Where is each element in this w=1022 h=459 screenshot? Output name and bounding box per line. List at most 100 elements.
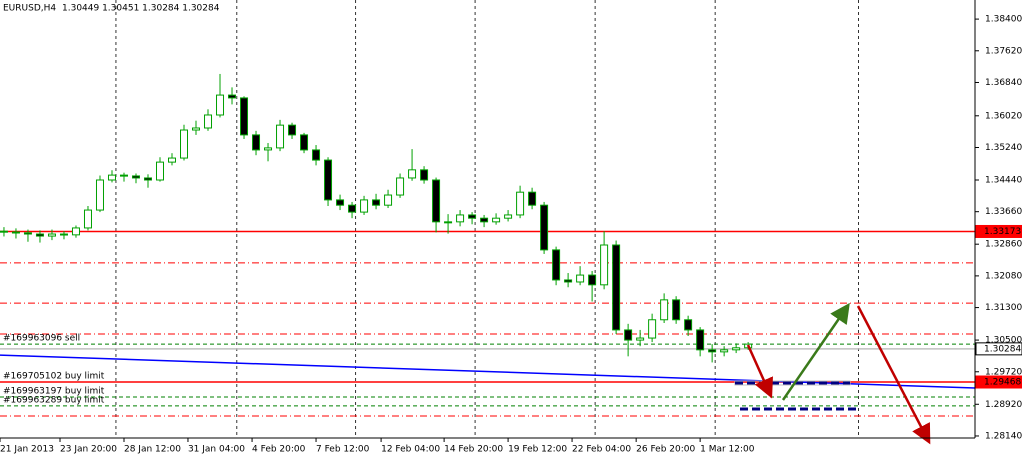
y-tick-label: 1.36840 xyxy=(985,78,1022,88)
candle-body xyxy=(552,249,561,281)
candle-body xyxy=(624,329,633,341)
candle-body xyxy=(143,177,152,181)
y-tick-label: 1.28920 xyxy=(985,400,1022,410)
candle-body xyxy=(83,209,92,229)
candle-body xyxy=(372,199,381,206)
candle-body xyxy=(360,199,369,213)
y-tick-label: 1.31300 xyxy=(985,303,1022,313)
candle-body xyxy=(300,134,309,151)
order-label: #169963289 buy limit xyxy=(3,395,105,405)
y-tick-label: 1.32080 xyxy=(985,271,1022,281)
candle-body xyxy=(155,161,164,181)
y-tick-label: 1.34440 xyxy=(985,175,1022,185)
price-box-label: 1.33173 xyxy=(984,227,1021,237)
quote: 1.30449 1.30451 1.30284 1.30284 xyxy=(62,4,220,14)
x-tick-label: 21 Jan 2013 xyxy=(0,445,54,455)
x-tick-label: 19 Feb 12:00 xyxy=(508,445,567,455)
candle-body xyxy=(0,230,8,233)
arrow xyxy=(856,305,931,445)
drawings xyxy=(734,302,931,445)
candle-body xyxy=(348,204,357,213)
candle-body xyxy=(696,329,705,351)
candle-body xyxy=(588,274,597,286)
order-label: #169963096 sell xyxy=(3,334,80,344)
candle-body xyxy=(11,231,20,234)
candle-body xyxy=(240,97,249,136)
candle-body xyxy=(35,233,44,237)
x-tick-label: 12 Feb 04:00 xyxy=(381,445,440,455)
candle-body xyxy=(564,279,573,283)
candle-body xyxy=(576,274,585,283)
symbol: EURUSD,H4 xyxy=(3,4,56,14)
candle-body xyxy=(636,337,645,341)
candle-body xyxy=(516,191,525,216)
x-tick-label: 31 Jan 04:00 xyxy=(188,445,245,455)
x-tick-label: 14 Feb 20:00 xyxy=(444,445,503,455)
y-tick-label: 1.35240 xyxy=(985,143,1022,153)
candle-body xyxy=(504,214,513,219)
candle-body xyxy=(312,149,321,161)
order-label: #169963197 buy limit xyxy=(3,386,105,396)
candle-body xyxy=(420,169,429,181)
y-tick-label: 1.30500 xyxy=(985,336,1022,346)
candle-body xyxy=(396,177,405,196)
y-tick-label: 1.32860 xyxy=(985,240,1022,250)
candle-body xyxy=(131,175,140,179)
candle-body xyxy=(408,169,417,179)
candle-body xyxy=(336,199,345,206)
x-tick-label: 7 Feb 12:00 xyxy=(316,445,370,455)
x-tick-label: 1 Mar 12:00 xyxy=(700,445,755,455)
price-box-label: 1.29468 xyxy=(984,378,1021,388)
order-label: #169705102 buy limit xyxy=(3,372,105,382)
y-tick-label: 1.38400 xyxy=(985,15,1022,25)
candle-body xyxy=(600,244,609,286)
candle-body xyxy=(119,174,128,177)
candle-body xyxy=(216,94,225,116)
y-tick-label: 1.37620 xyxy=(985,46,1022,56)
candle-body xyxy=(456,214,465,223)
candle-body xyxy=(192,127,201,131)
x-tick-label: 26 Feb 20:00 xyxy=(636,445,695,455)
x-tick-label: 28 Jan 12:00 xyxy=(124,445,181,455)
price-box-label: 1.30284 xyxy=(984,344,1021,354)
candle-body xyxy=(384,194,393,206)
candle-body xyxy=(444,221,453,224)
candle-body xyxy=(660,299,669,321)
y-tick-label: 1.28140 xyxy=(985,431,1022,441)
arrow xyxy=(746,344,773,399)
candle-body xyxy=(168,157,177,163)
candle-body xyxy=(468,214,477,219)
candle-body xyxy=(59,233,68,236)
candle-body xyxy=(47,233,56,237)
x-tick-label: 4 Feb 20:00 xyxy=(252,445,306,455)
candle-body xyxy=(252,134,261,151)
candle-body xyxy=(672,299,681,321)
candle-body xyxy=(720,349,729,353)
plot: #169963096 sell #169705102 buy limit #1699… xyxy=(0,0,976,438)
candle-body xyxy=(276,124,285,149)
y-tick-label: 1.36020 xyxy=(985,111,1022,121)
candle-body xyxy=(180,129,189,159)
candle-body xyxy=(648,319,657,339)
candle-body xyxy=(540,204,549,251)
y-tick-label: 1.29720 xyxy=(985,367,1022,377)
candle-body xyxy=(528,191,537,206)
candle-body xyxy=(107,174,116,181)
candle-body xyxy=(204,114,213,129)
price-box xyxy=(975,224,1022,238)
y-tick-label: 1.33660 xyxy=(985,207,1022,217)
candle-body xyxy=(23,232,32,235)
candle-body xyxy=(492,217,501,223)
candle-body xyxy=(732,347,741,351)
candle-body xyxy=(288,124,297,136)
candle-body xyxy=(684,319,693,331)
candle-body xyxy=(480,217,489,223)
candle-body xyxy=(612,244,621,331)
candle-body xyxy=(228,94,237,99)
candle-body xyxy=(264,147,273,151)
x-tick-label: 22 Feb 04:00 xyxy=(572,445,631,455)
candle-body xyxy=(71,227,80,236)
candle-body xyxy=(708,349,717,353)
